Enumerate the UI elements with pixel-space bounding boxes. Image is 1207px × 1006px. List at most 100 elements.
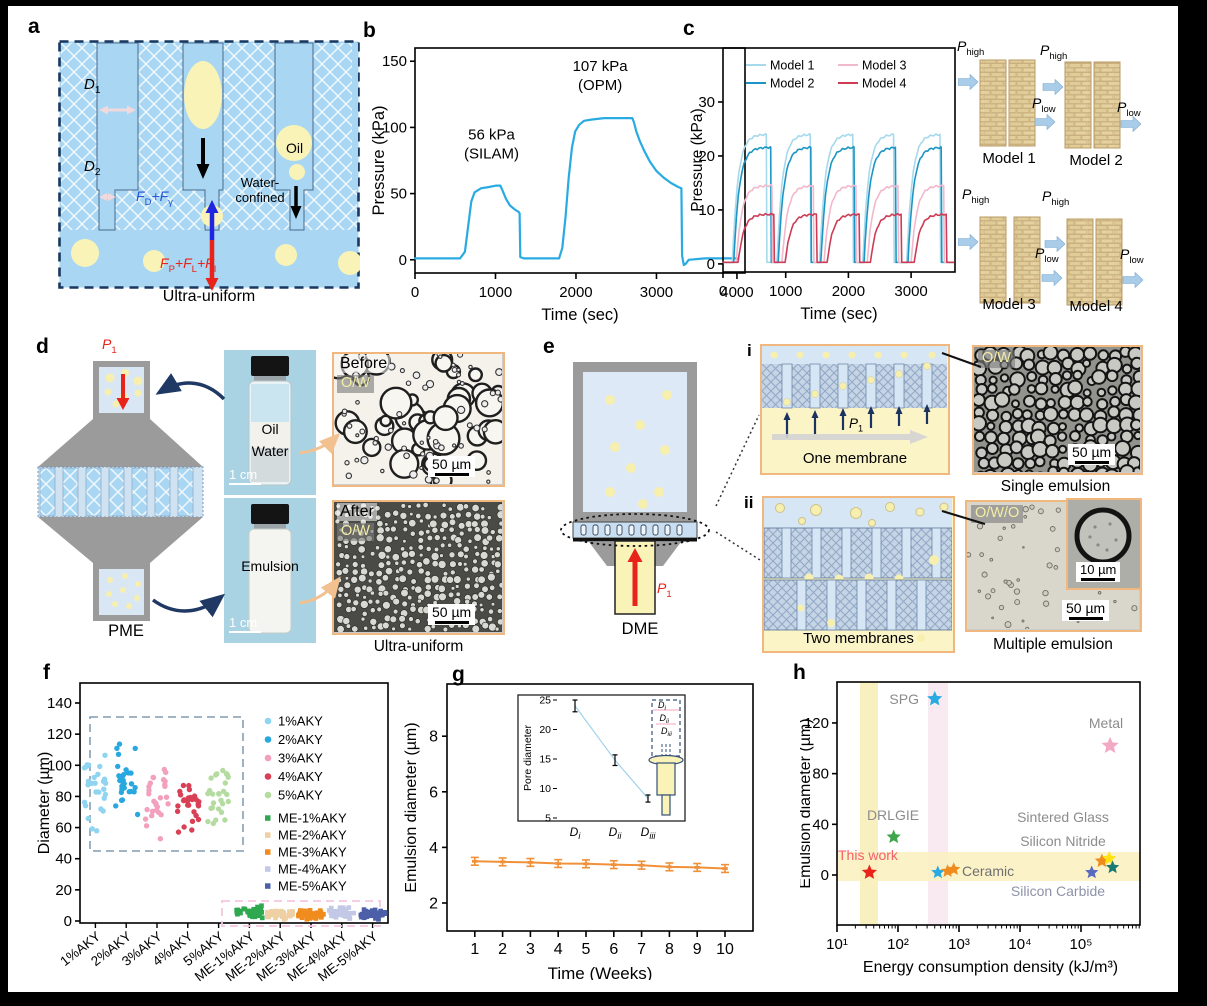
after-tag: After [337, 503, 377, 521]
p1-label: P1 [102, 336, 117, 356]
star-Ceramic [931, 865, 945, 879]
svg-text:4: 4 [429, 840, 438, 857]
before-scalebar: 50 µm [428, 456, 476, 477]
series-3%AKY [142, 766, 171, 842]
water-layer-label: Water [251, 443, 289, 459]
svg-text:80: 80 [812, 766, 829, 783]
svg-text:ME-4%AKY: ME-4%AKY [278, 862, 347, 877]
d2-label: D2 [84, 158, 101, 178]
svg-text:4000: 4000 [720, 284, 753, 301]
svg-text:Silicon Carbide: Silicon Carbide [1011, 883, 1105, 899]
svg-text:Model 4: Model 4 [862, 77, 907, 91]
two-membranes-caption: Two membranes [803, 630, 914, 647]
svg-text:20: 20 [539, 724, 551, 736]
series-ME-5%AKY [358, 907, 388, 922]
vial-cap [251, 504, 289, 524]
star-Metal [1101, 736, 1119, 753]
svg-text:10²: 10² [887, 936, 909, 953]
svg-text:Time (sec): Time (sec) [800, 305, 877, 323]
svg-text:30: 30 [698, 94, 715, 111]
svg-text:10¹: 10¹ [826, 936, 848, 953]
svg-text:DRLGIE: DRLGIE [867, 807, 919, 823]
membrane-channels-1 [781, 527, 942, 579]
model-1-membranes [958, 59, 1056, 147]
svg-text:ME-2%AKY: ME-2%AKY [278, 828, 347, 843]
before-tag: Before [337, 355, 391, 373]
svg-text:5%AKY: 5%AKY [278, 788, 323, 803]
micrograph-single-emulsion [972, 345, 1143, 475]
model-2-caption: Model 2 [1069, 152, 1123, 169]
svg-text:ME-5%AKY: ME-5%AKY [278, 879, 347, 894]
pme-device-schematic [37, 361, 204, 621]
vial-body [248, 528, 292, 634]
multiple-scalebar: 50 µm [1062, 600, 1110, 621]
model-1-caption: Model 1 [982, 150, 1036, 167]
panel-a-caption: Ultra-uniform [162, 288, 256, 305]
series-ME-2%AKY [264, 908, 295, 922]
vial-cap [251, 356, 289, 376]
emulsion-droplet [71, 239, 99, 267]
series-ME-4%AKY [326, 905, 356, 921]
svg-text:3: 3 [526, 941, 535, 958]
star-Sintered Glass [1106, 860, 1120, 874]
p-high-arrow-icon [1044, 235, 1066, 253]
p-high-arrow-icon [958, 233, 979, 251]
svg-text:5: 5 [582, 941, 591, 958]
after-phase-label: O/W [337, 523, 374, 542]
p-low-arrow-icon [1120, 115, 1142, 133]
star-SPG [927, 690, 943, 706]
oil-droplet [276, 125, 312, 161]
svg-text:Pressure (kPa): Pressure (kPa) [690, 108, 706, 211]
svg-text:8: 8 [429, 729, 438, 746]
single-emulsion-caption: Single emulsion [1000, 478, 1111, 495]
membrane-band-1 [764, 527, 952, 579]
svg-text:56 kPa: 56 kPa [468, 127, 515, 144]
svg-text:SPG: SPG [889, 691, 919, 707]
oil-layer-label: Oil [261, 421, 279, 437]
p-low-arrow-icon [1122, 271, 1144, 289]
svg-text:100: 100 [47, 757, 72, 774]
p-low-label: Plow [1120, 246, 1144, 266]
svg-text:ME-1%AKY: ME-1%AKY [278, 811, 347, 826]
panel-e-label: e [543, 335, 555, 358]
svg-text:1000: 1000 [769, 283, 802, 300]
svg-text:Silicon Nitride: Silicon Nitride [1020, 833, 1106, 849]
svg-text:80: 80 [55, 788, 72, 805]
svg-text:3000: 3000 [640, 284, 673, 301]
p-high-label: Phigh [1042, 188, 1070, 208]
emulsion-vial-photo [224, 498, 316, 643]
svg-text:5: 5 [545, 813, 551, 825]
svg-text:Emulsion diameter (µm): Emulsion diameter (µm) [403, 722, 420, 892]
svg-text:2000: 2000 [832, 283, 865, 300]
series-1%AKY [81, 752, 109, 834]
before-phase-label: O/W [337, 375, 374, 394]
svg-text:0: 0 [64, 913, 72, 930]
membrane-pores [580, 524, 683, 536]
inset-scalebar: 10 µm [1076, 562, 1121, 582]
svg-text:2000: 2000 [559, 284, 592, 301]
rising-droplets [783, 362, 931, 406]
svg-text:ME-3%AKY: ME-3%AKY [278, 845, 347, 860]
pme-caption: PME [108, 622, 144, 640]
pressure-time-chart-c: 0 10 20 30 0 1000 2000 3000 Pressure (kPa) Time (… [690, 47, 956, 323]
channel-1 [96, 42, 139, 231]
svg-text:4: 4 [554, 941, 563, 958]
model-membrane-schematics [958, 59, 1144, 306]
star-Ceramic [947, 862, 961, 875]
svg-text:Energy consumption density (kJ: Energy consumption density (kJ/m³) [863, 959, 1118, 976]
svg-text:10³: 10³ [948, 936, 970, 953]
dme-device-schematic [560, 362, 710, 615]
single-phase-label: O/W [978, 350, 1015, 369]
svg-text:4%AKY: 4%AKY [278, 769, 323, 784]
vial-scalebar: 1 cm [229, 615, 261, 634]
model-4-caption: Model 4 [1069, 298, 1123, 315]
svg-text:Di: Di [658, 700, 667, 712]
svg-text:6: 6 [429, 784, 438, 801]
membrane-pillars [39, 467, 194, 517]
svg-text:8: 8 [665, 941, 674, 958]
svg-text:60: 60 [55, 820, 72, 837]
svg-text:120: 120 [47, 726, 72, 743]
svg-text:10⁵: 10⁵ [1070, 936, 1093, 953]
double-emulsion-droplets [775, 502, 949, 527]
model-3-membranes [958, 216, 1063, 304]
